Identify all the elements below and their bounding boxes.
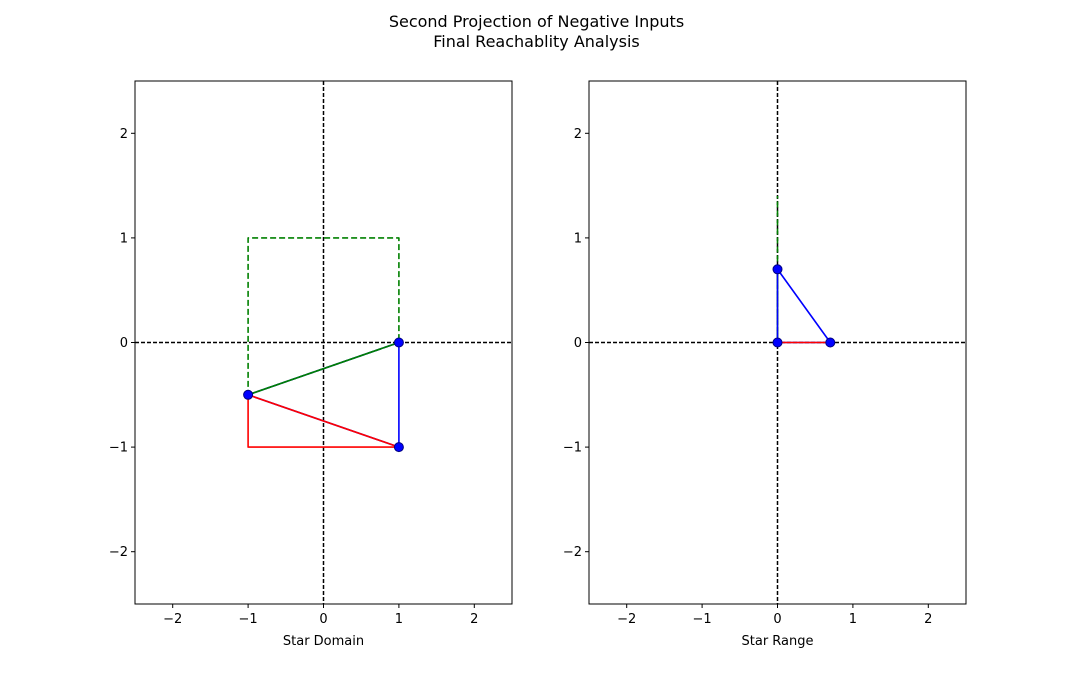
x-axis-label: Star Domain	[283, 634, 364, 649]
x-tick-label: 0	[319, 612, 327, 627]
vertex-point	[772, 264, 783, 275]
x-tick-label: 2	[470, 612, 478, 627]
x-tick-label: 0	[773, 612, 781, 627]
chart-panel-2: −2 −1 0 1 2 −2 −1 0 1 2 Star Range	[563, 80, 967, 649]
vertex-point	[393, 337, 404, 348]
x-tick-label: −2	[163, 612, 182, 627]
y-tick-label: 1	[574, 231, 582, 246]
y-tick-label: −1	[109, 441, 128, 456]
y-tick-label: 0	[574, 336, 582, 351]
vertex-point	[825, 337, 836, 348]
figure-title-line-2: Final Reachablity Analysis	[433, 32, 640, 51]
x-axis-label: Star Range	[742, 634, 814, 649]
y-tick-label: −2	[109, 545, 128, 560]
x-tick-label: 2	[924, 612, 932, 627]
series-line-1	[247, 237, 400, 396]
y-tick-label: 1	[120, 231, 128, 246]
vertex-point	[243, 389, 254, 400]
vertex-point	[772, 337, 783, 348]
x-tick-label: 1	[849, 612, 857, 627]
x-tick-label: −1	[693, 612, 712, 627]
x-tick-label: −2	[617, 612, 636, 627]
series-line-3	[247, 394, 400, 448]
series-line-4	[247, 341, 400, 396]
y-tick-label: 2	[574, 127, 582, 142]
y-tick-label: −1	[563, 441, 582, 456]
vertex-point	[393, 442, 404, 453]
y-tick-label: 2	[120, 127, 128, 142]
figure-title-line-1: Second Projection of Negative Inputs	[388, 12, 685, 31]
x-tick-label: 1	[395, 612, 403, 627]
chart-panel-1: −2 −1 0 1 2 −2 −1 0 1 2 Star Domain	[109, 80, 513, 649]
x-tick-label: −1	[239, 612, 258, 627]
y-tick-label: −2	[563, 545, 582, 560]
y-tick-label: 0	[120, 336, 128, 351]
